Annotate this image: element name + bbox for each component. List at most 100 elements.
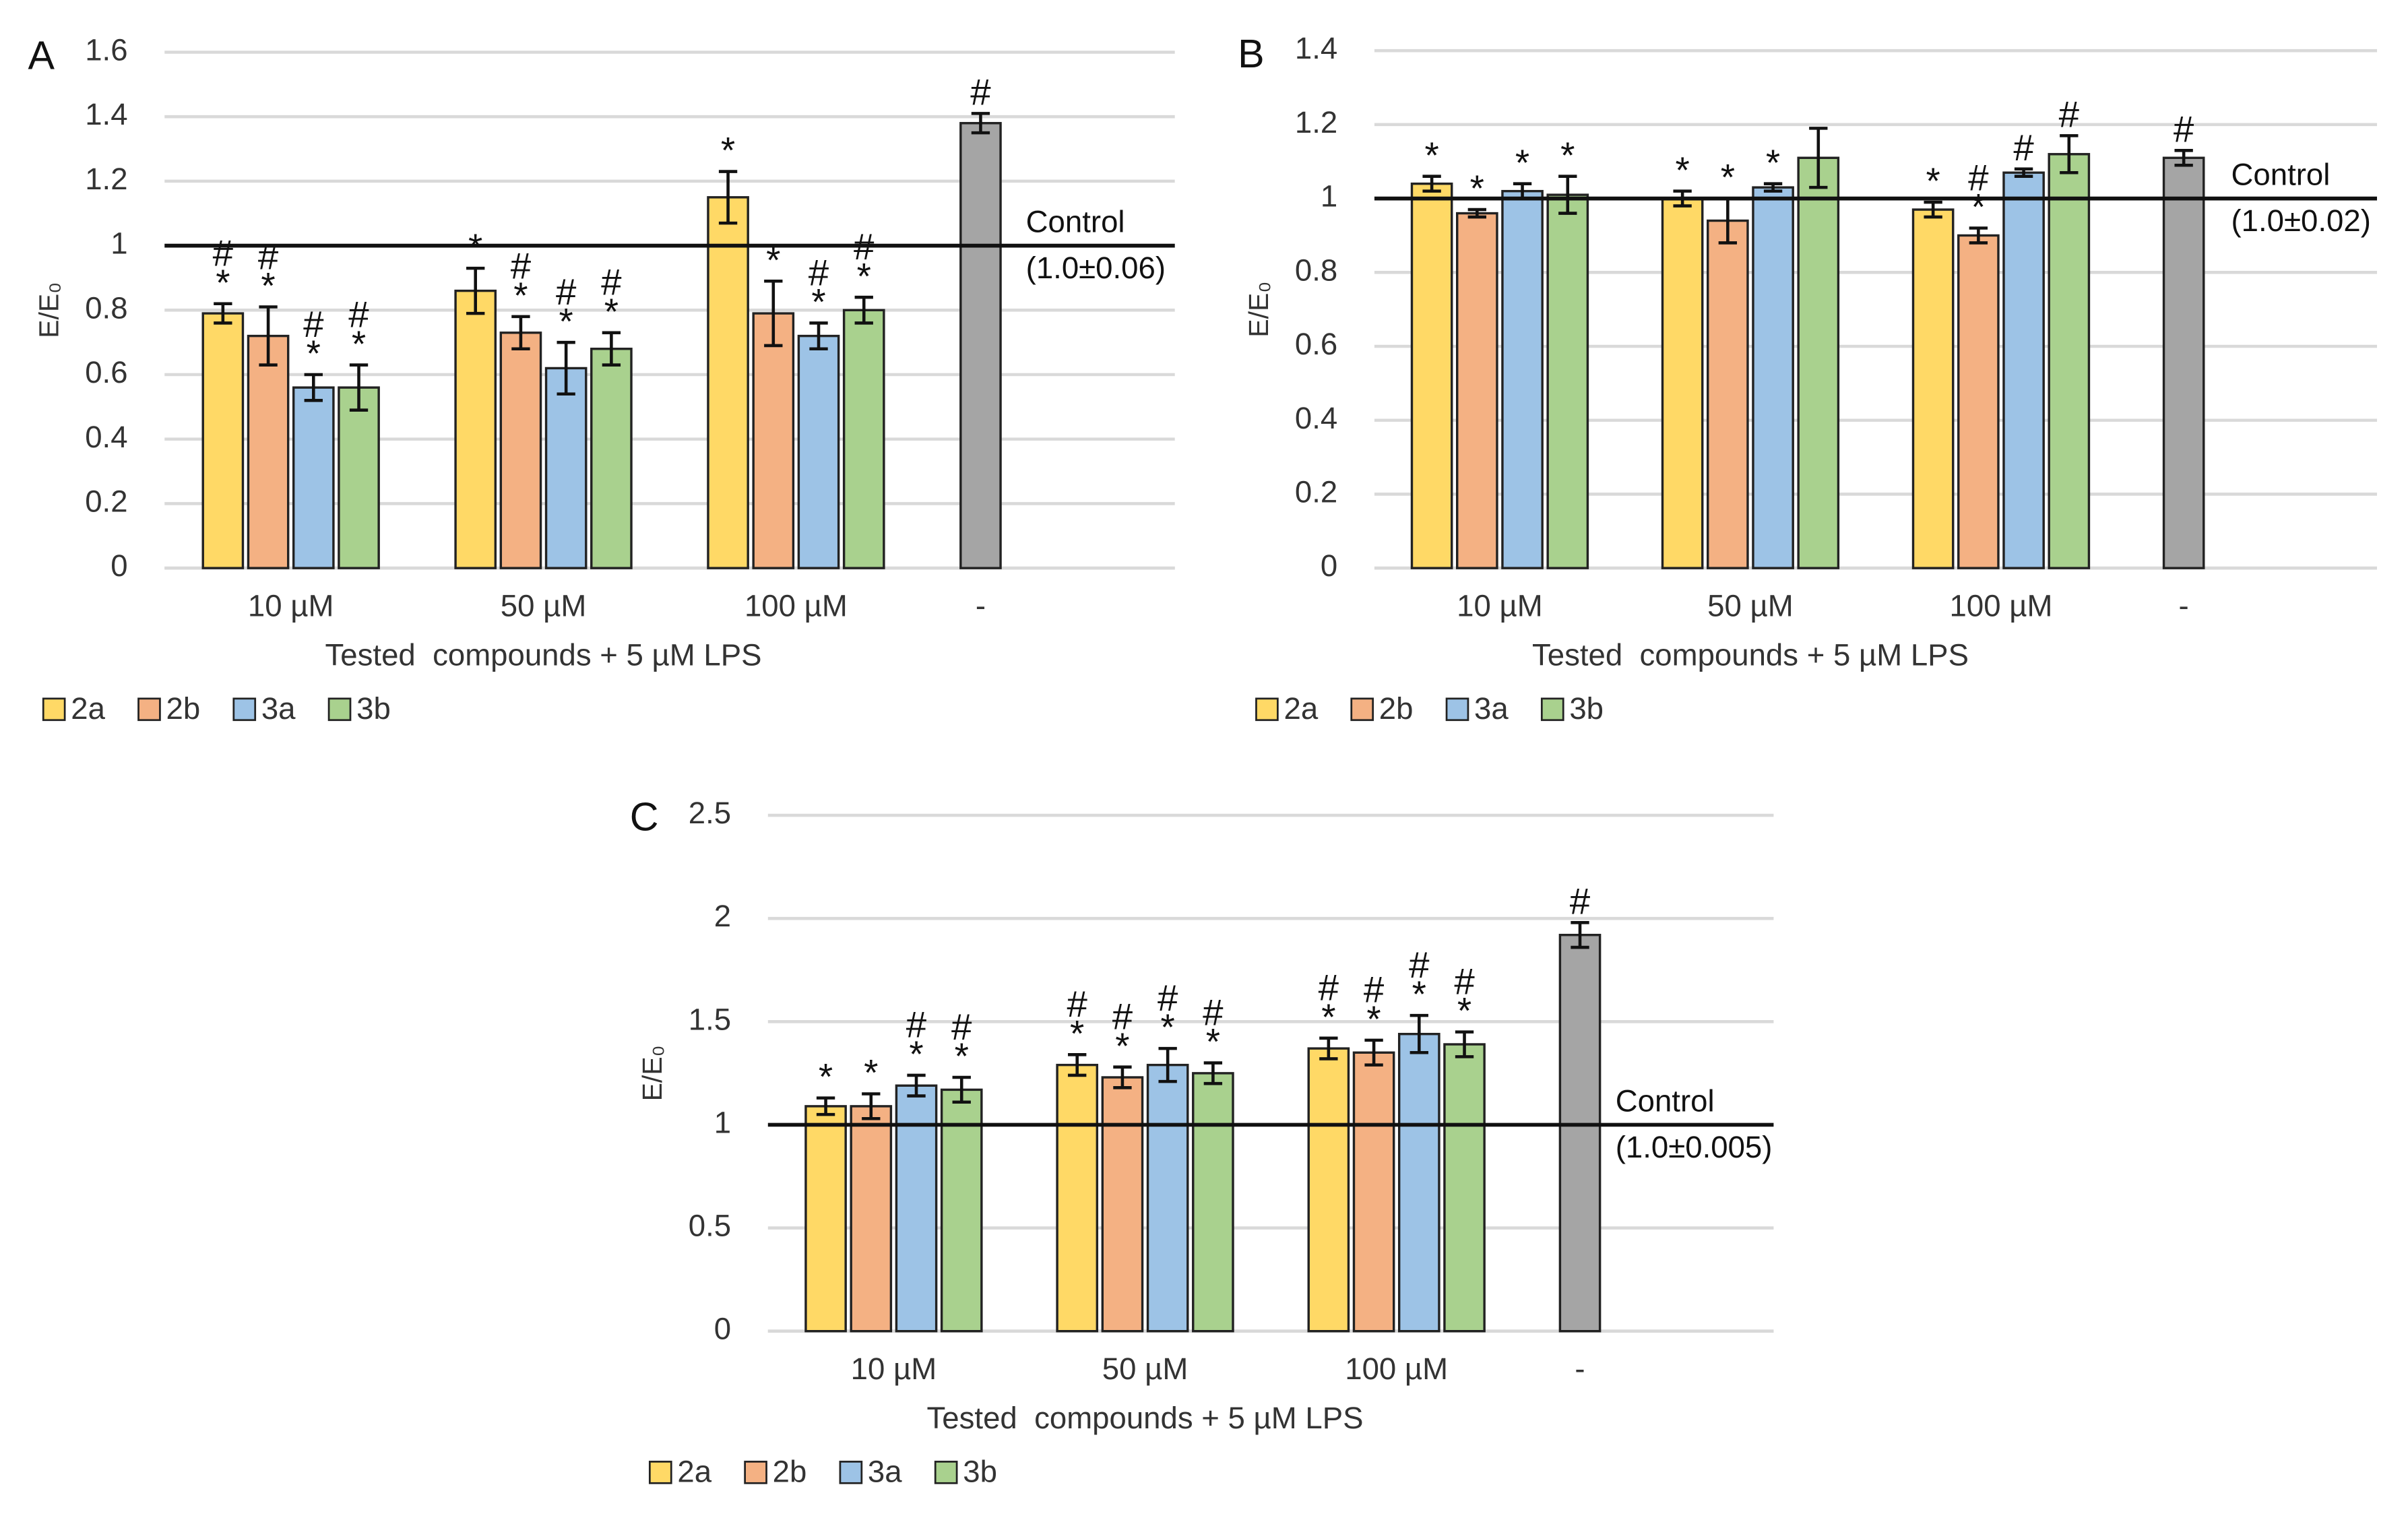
x-tick-label: 10 µM (248, 588, 334, 623)
significance-mark: # (951, 1006, 972, 1048)
error-bar (1113, 1065, 1132, 1089)
bar (544, 367, 588, 569)
x-tick-label: 100 µM (1950, 588, 2053, 623)
bar (1911, 208, 1955, 569)
legend-swatch (42, 697, 66, 722)
significance-mark: # (2174, 108, 2194, 150)
significance-mark: * (766, 239, 780, 280)
y-tick-label: 1.6 (85, 33, 127, 67)
legend-swatch (1445, 697, 1469, 722)
bar (707, 196, 749, 569)
error-bar (1969, 226, 1988, 245)
y-tick-label: 0.5 (689, 1209, 731, 1243)
bar (247, 334, 290, 569)
error-bar (1763, 182, 1783, 193)
significance-mark: # (1067, 983, 1088, 1025)
x-axis-title: Tested compounds + 5 µM LPS (325, 637, 762, 672)
significance-mark: * (1515, 141, 1529, 183)
error-bar (1809, 127, 1828, 189)
bar (804, 1105, 847, 1333)
significance-mark: * (352, 323, 366, 365)
significance-mark: * (1457, 990, 1471, 1032)
significance-mark: * (1161, 1006, 1175, 1048)
error-bar (2014, 167, 2033, 178)
y-tick-label: 0.8 (85, 290, 127, 325)
y-tick-label: 1.2 (85, 162, 127, 196)
error-bar (2174, 149, 2193, 167)
significance-mark: * (261, 265, 275, 307)
error-bar (816, 1096, 835, 1116)
y-tick-label: 1 (1321, 179, 1337, 214)
y-tick-label: 1.4 (1295, 31, 1337, 65)
y-tick-label: 0.6 (1295, 327, 1337, 361)
legend-swatch (137, 697, 161, 722)
significance-mark: # (1319, 967, 1339, 1009)
bar (940, 1088, 983, 1333)
bar (1546, 193, 1589, 569)
bar (959, 122, 1002, 569)
bar (1192, 1072, 1234, 1333)
error-bar (304, 373, 323, 402)
significance-mark: * (513, 274, 528, 316)
error-bar (971, 112, 990, 135)
bar (2002, 171, 2045, 569)
legend-swatch (744, 1461, 767, 1484)
error-bar (862, 1092, 881, 1120)
significance-mark: * (216, 261, 230, 303)
reference-label: Control (2231, 158, 2331, 192)
error-bar (602, 331, 621, 367)
legend-label: 2b (166, 691, 201, 726)
bar (1501, 189, 1544, 569)
y-tick-label: 2.5 (689, 796, 731, 830)
reference-note: (1.0±0.02) (2231, 203, 2371, 238)
error-bar (1422, 175, 1441, 193)
y-tick-label: 0.4 (1295, 401, 1337, 435)
x-tick-label: 100 µM (744, 588, 848, 623)
significance-mark: * (955, 1035, 969, 1077)
y-tick-label: 1 (110, 226, 127, 261)
reference-label: Control (1616, 1084, 1715, 1118)
legend-label: 2a (677, 1455, 711, 1489)
significance-mark: # (348, 293, 369, 335)
significance-mark: * (1206, 1021, 1220, 1063)
significance-mark: * (1971, 186, 1986, 228)
significance-mark: # (970, 71, 991, 113)
significance-mark: # (1203, 991, 1224, 1033)
bar (1410, 182, 1453, 569)
significance-mark: # (1409, 944, 1430, 986)
bar (1797, 156, 1840, 569)
significance-mark: # (2013, 127, 2034, 168)
legend-label: 3a (868, 1455, 902, 1489)
legend-swatch (327, 697, 352, 722)
y-tick-label: 0 (110, 548, 127, 583)
bar (842, 309, 885, 569)
y-tick-label: 1.5 (689, 1002, 731, 1036)
error-bar (1364, 1038, 1383, 1067)
legend-label: 2b (1379, 691, 1414, 726)
y-tick-label: 0 (714, 1312, 731, 1346)
significance-mark: * (1424, 134, 1438, 176)
x-tick-label: 50 µM (501, 588, 587, 623)
y-axis-title: E/E₀ (1243, 282, 1274, 338)
bar (1307, 1047, 1350, 1333)
x-axis-title: Tested compounds + 5 µM LPS (927, 1401, 1364, 1435)
bar (1661, 197, 1704, 569)
significance-mark: * (857, 255, 871, 296)
y-tick-label: 1.2 (1295, 105, 1337, 139)
significance-mark: # (303, 303, 324, 345)
bar (1752, 186, 1794, 569)
legend-swatch (1255, 697, 1279, 722)
bar (1101, 1076, 1144, 1333)
significance-mark: * (1412, 973, 1426, 1015)
reference-note: (1.0±0.06) (1026, 251, 1166, 285)
panel-label: A (28, 32, 55, 77)
significance-mark: # (1158, 977, 1178, 1019)
significance-mark: # (1454, 960, 1475, 1002)
y-tick-label: 0.8 (1295, 253, 1337, 287)
error-bar (1068, 1053, 1087, 1077)
error-bar (1203, 1061, 1223, 1085)
significance-mark: # (556, 271, 577, 313)
x-tick-label: 50 µM (1707, 588, 1794, 623)
bar (850, 1105, 893, 1333)
bar (292, 386, 335, 569)
